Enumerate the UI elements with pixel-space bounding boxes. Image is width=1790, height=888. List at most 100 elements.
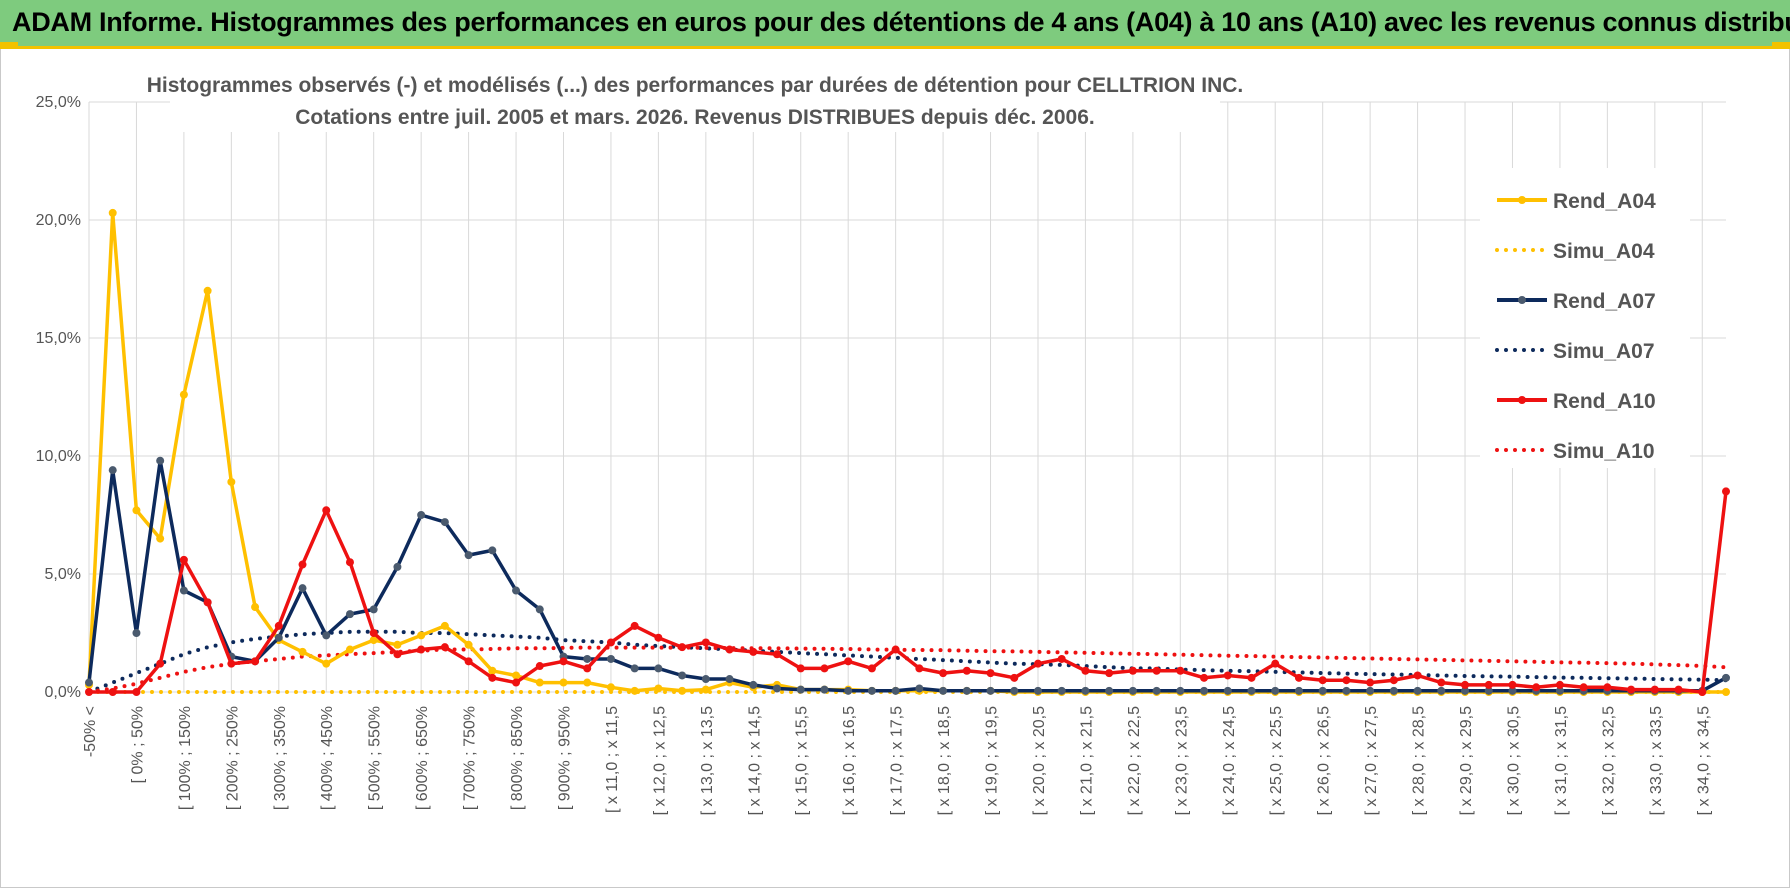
data-point xyxy=(773,650,782,659)
data-point xyxy=(867,686,876,695)
data-point xyxy=(701,638,710,647)
data-point xyxy=(1627,685,1636,694)
data-point xyxy=(630,686,639,695)
data-point xyxy=(1437,678,1446,687)
data-point xyxy=(654,633,663,642)
data-point xyxy=(417,631,426,640)
data-point xyxy=(891,686,900,695)
data-point xyxy=(725,675,734,684)
legend-label: Rend_A04 xyxy=(1553,190,1656,213)
data-point xyxy=(844,657,853,666)
report-title: ADAM Informe. Histogrammes des performan… xyxy=(12,7,1790,37)
data-point xyxy=(559,657,568,666)
data-point xyxy=(1318,676,1327,685)
report-banner: ADAM Informe. Histogrammes des performan… xyxy=(0,0,1790,49)
data-point xyxy=(1484,686,1493,695)
data-point xyxy=(1413,686,1422,695)
data-point xyxy=(227,477,236,486)
data-point xyxy=(203,598,212,607)
data-point xyxy=(369,605,378,614)
x-tick-label: [ 500% ; 550% xyxy=(367,706,384,810)
data-point xyxy=(464,657,473,666)
y-axis-ticks: 0,0% 5,0% 10,0% 15,0% 20,0% 25,0% xyxy=(36,94,81,701)
data-point xyxy=(559,678,568,687)
data-point xyxy=(108,688,117,696)
x-tick-label: [ x 30,0 ; x 30,5 xyxy=(1505,706,1522,816)
legend-label: Rend_A10 xyxy=(1553,390,1656,413)
data-point xyxy=(796,685,805,694)
series-line xyxy=(87,645,1728,694)
x-tick-label: [ 400% ; 450% xyxy=(319,706,336,810)
data-point xyxy=(369,636,378,645)
data-point xyxy=(1461,686,1470,695)
data-point xyxy=(773,684,782,693)
chart-subtitle: Cotations entre juil. 2005 et mars. 2026… xyxy=(295,106,1094,129)
legend-label: Simu_A07 xyxy=(1553,340,1655,363)
data-point xyxy=(1389,676,1398,685)
data-point xyxy=(369,629,378,637)
data-point xyxy=(440,621,449,630)
data-point xyxy=(1342,686,1351,695)
data-point xyxy=(725,645,734,654)
data-point xyxy=(606,654,615,663)
x-tick-label: [ x 20,0 ; x 20,5 xyxy=(1031,706,1048,816)
x-tick-label: [ x 23,0 ; x 23,5 xyxy=(1173,706,1190,816)
x-tick-label: [ x 34,0 ; x 34,5 xyxy=(1695,706,1712,816)
data-point xyxy=(939,686,948,695)
x-tick-label: [ x 12,0 ; x 12,5 xyxy=(651,706,668,816)
x-tick-label: [ x 25,0 ; x 25,5 xyxy=(1268,706,1285,816)
data-point xyxy=(654,664,663,673)
data-point xyxy=(488,546,497,555)
data-point xyxy=(1389,686,1398,695)
data-point xyxy=(820,685,829,694)
data-point xyxy=(512,671,521,680)
x-tick-label: [ 200% ; 250% xyxy=(224,706,241,810)
x-tick-label: [ x 13,0 ; x 13,5 xyxy=(699,706,716,816)
data-point xyxy=(156,456,165,465)
legend-marker xyxy=(1518,396,1526,404)
data-point xyxy=(1603,683,1612,692)
data-point xyxy=(796,664,805,673)
x-axis-ticks: -50% < [ 0% ; 50% [ 100% ; 150% [ 200% ; 25… xyxy=(82,706,1712,816)
y-tick-label: 25,0% xyxy=(36,94,81,111)
data-point xyxy=(678,643,687,652)
data-point xyxy=(606,683,615,692)
data-point xyxy=(512,678,521,687)
data-point xyxy=(939,669,948,678)
data-point xyxy=(1674,685,1683,694)
x-tick-label: [ x 14,0 ; x 14,5 xyxy=(746,706,763,816)
x-tick-label: [ x 16,0 ; x 16,5 xyxy=(841,706,858,816)
data-point xyxy=(488,666,497,675)
data-point xyxy=(1176,686,1185,695)
series-line xyxy=(87,458,1727,693)
data-point xyxy=(1010,673,1019,682)
data-point xyxy=(393,650,402,659)
data-point xyxy=(1413,671,1422,680)
data-point xyxy=(1722,688,1730,696)
x-tick-label: [ 300% ; 350% xyxy=(272,706,289,810)
series-line xyxy=(89,491,1728,694)
x-tick-label: [ x 31,0 ; x 31,5 xyxy=(1553,706,1570,816)
data-point xyxy=(274,621,283,630)
legend-marker xyxy=(1518,296,1526,304)
data-point xyxy=(583,664,592,673)
legend-entry: Rend_A10 xyxy=(1497,390,1656,413)
data-point xyxy=(345,558,354,567)
series-rend-a07 xyxy=(85,456,1730,695)
data-point xyxy=(1461,680,1470,689)
data-point xyxy=(1271,659,1280,668)
x-tick-label: [ 900% ; 950% xyxy=(556,706,573,810)
data-point xyxy=(1081,686,1090,695)
data-point xyxy=(678,671,687,680)
data-point xyxy=(986,686,995,695)
data-point xyxy=(986,669,995,678)
chart-title-background xyxy=(170,66,1220,132)
x-tick-label: [ x 22,0 ; x 22,5 xyxy=(1126,706,1143,816)
data-point xyxy=(678,686,687,695)
data-point xyxy=(227,659,236,668)
data-point xyxy=(1152,666,1161,675)
data-point xyxy=(85,688,93,696)
data-point xyxy=(1057,686,1066,695)
legend-marker xyxy=(1518,196,1526,204)
